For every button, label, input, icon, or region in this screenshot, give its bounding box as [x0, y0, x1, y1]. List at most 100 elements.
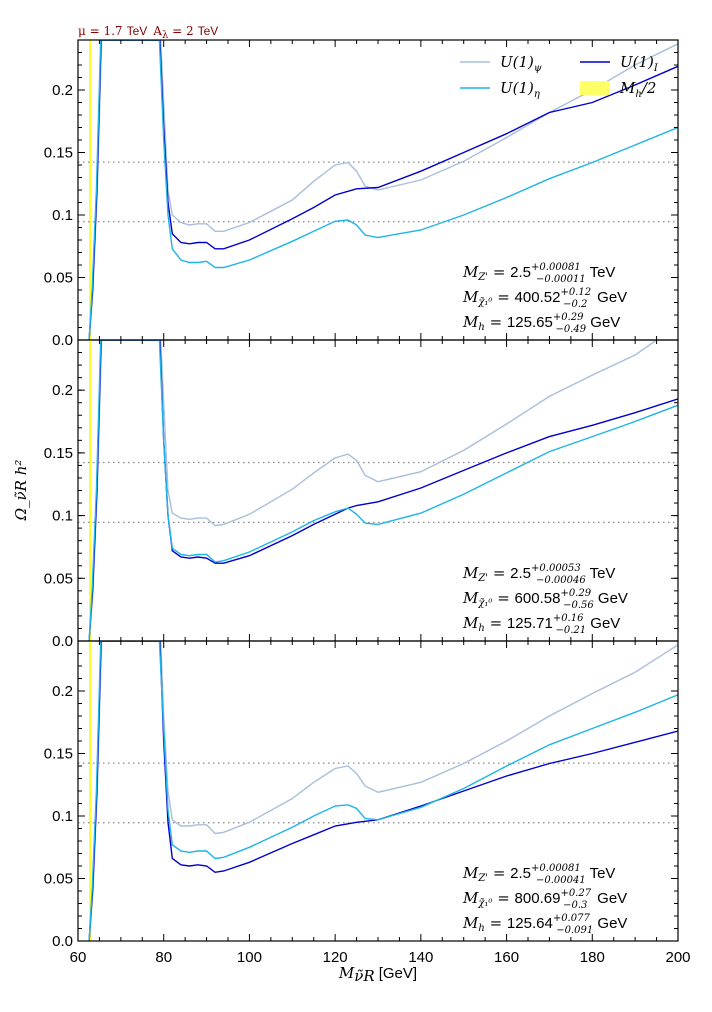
- ann-equals: =: [485, 313, 507, 331]
- parameter-note: μ = 1.7 TeV Aλ = 2 TeV: [78, 24, 218, 41]
- ann-value: 2.5: [510, 565, 531, 582]
- x-axis-subscript: ν̃R: [354, 967, 374, 985]
- ann-subscript: Z': [477, 272, 488, 283]
- ann-value: 800.69: [515, 890, 561, 907]
- series-line-u1η: [88, 40, 678, 340]
- ann-value: 125.64: [507, 915, 553, 932]
- ann-subscript: χ̃₁⁰: [477, 598, 492, 609]
- series-group: [88, 40, 678, 340]
- alambda-unit: TeV: [198, 24, 219, 38]
- ann-value: 600.58: [515, 590, 561, 607]
- ann-equals: =: [488, 263, 510, 281]
- mu-unit: TeV: [127, 24, 148, 38]
- annotation-2: Mχ̃₁⁰ = 400.52+0.12 −0.2 GeV: [462, 287, 627, 310]
- x-tick-label: 60: [70, 949, 87, 966]
- legend-label-main: U(1): [500, 79, 534, 97]
- y-axis-label: Ω_ν̃R h²: [12, 460, 30, 522]
- mu-label: μ = 1.7: [78, 24, 123, 38]
- ann-subscript: χ̃₁⁰: [477, 297, 492, 308]
- legend-label-sub: I: [653, 63, 659, 74]
- ann-unit: GeV: [586, 615, 620, 632]
- y-tick-label: 0.1: [52, 508, 73, 525]
- ann-lower-error: −0.00041: [536, 875, 586, 886]
- series-line-u1η: [88, 641, 678, 941]
- y-tick-label: 0.0: [52, 933, 73, 950]
- ann-upper-error: +0.00081: [531, 262, 581, 273]
- ann-symbol: M: [462, 288, 479, 306]
- ann-unit: GeV: [593, 890, 627, 907]
- higgs-half-mass-band: [89, 641, 91, 941]
- y-tick-label: 0.05: [44, 570, 73, 587]
- series-line-u1ψ: [88, 641, 678, 941]
- ann-lower-error: −0.00046: [536, 575, 586, 586]
- ann-equals: =: [492, 889, 514, 907]
- legend-label-main: M: [619, 79, 636, 97]
- ann-unit: GeV: [593, 915, 627, 932]
- alambda-label: A: [152, 24, 162, 38]
- series-group: [88, 340, 678, 641]
- ann-value: 125.65: [507, 314, 553, 331]
- annotation-1: MZ' = 2.5+0.00053 −0.00046 TeV: [462, 563, 615, 586]
- y-tick-label: 0.2: [52, 82, 73, 99]
- ann-subscript: h: [478, 322, 484, 333]
- ann-unit: TeV: [586, 865, 616, 882]
- ann-subscript: χ̃₁⁰: [477, 898, 492, 909]
- ann-lower-error: −0.56: [563, 600, 594, 611]
- legend-label-main: U(1): [500, 53, 534, 71]
- legend-label-sub: h: [635, 89, 641, 100]
- ann-value: 125.71: [507, 615, 553, 632]
- x-axis-label: Mν̃R [GeV]: [338, 964, 417, 985]
- ann-subscript: h: [478, 923, 484, 934]
- legend-band-swatch: [580, 81, 610, 95]
- ann-unit: TeV: [586, 565, 616, 582]
- x-tick-label: 100: [237, 949, 262, 966]
- x-tick-label: 80: [155, 949, 172, 966]
- ann-lower-error: −0.49: [555, 324, 586, 335]
- y-tick-label: 0.05: [44, 270, 73, 287]
- higgs-half-mass-band: [89, 40, 91, 340]
- ann-equals: =: [485, 614, 507, 632]
- series-line-u1ψ: [88, 40, 678, 340]
- ann-lower-error: −0.21: [555, 625, 586, 636]
- x-axis-unit: [GeV]: [379, 965, 417, 982]
- ann-equals: =: [492, 288, 514, 306]
- ann-unit: TeV: [586, 264, 616, 281]
- ann-value: 2.5: [510, 264, 531, 281]
- panel-3: 60 80 100 120 140 160 180 200 0.0 0.05 0.1 0.15 0.2 M…: [44, 640, 691, 966]
- y-tick-label: 0.1: [52, 808, 73, 825]
- ann-lower-error: −0.2: [563, 299, 587, 310]
- panels: 0.00.050.10.150.2MZ' = 2.5+0.00081 −0.000…: [44, 39, 691, 966]
- legend: U(1)ψ U(1)IU(1)η Mh/2: [460, 53, 659, 100]
- ann-subscript: h: [478, 623, 484, 634]
- ann-symbol: M: [462, 889, 479, 907]
- ann-upper-error: +0.27: [560, 888, 591, 899]
- legend-label: U(1)η: [500, 79, 540, 100]
- ann-equals: =: [485, 914, 507, 932]
- y-tick-label: 0.0: [52, 633, 73, 650]
- y-tick-label: 0.15: [44, 445, 73, 462]
- annotation-2: Mχ̃₁⁰ = 800.69+0.27 −0.3 GeV: [462, 888, 627, 911]
- ann-lower-error: −0.091: [556, 925, 593, 936]
- ann-symbol: M: [462, 263, 479, 281]
- alambda-sub: λ: [162, 30, 169, 41]
- legend-label: U(1)ψ: [500, 53, 542, 74]
- ann-equals: =: [492, 589, 514, 607]
- y-tick-label: 0.2: [52, 683, 73, 700]
- legend-label: U(1)I: [620, 53, 659, 74]
- series-group: [88, 641, 678, 941]
- annotation-1: MZ' = 2.5+0.00081 −0.00041 TeV: [462, 863, 615, 886]
- x-tick-label: 200: [665, 949, 690, 966]
- y-tick-label: 0.05: [44, 871, 73, 888]
- ann-equals: =: [488, 564, 510, 582]
- x-tick-label: 160: [494, 949, 519, 966]
- x-tick-label: 120: [323, 949, 348, 966]
- ann-unit: GeV: [593, 289, 627, 306]
- ann-upper-error: +0.29: [553, 312, 584, 323]
- ann-upper-error: +0.00053: [531, 563, 581, 574]
- ann-subscript: Z': [477, 873, 488, 884]
- annotation-1: MZ' = 2.5+0.00081 −0.00011 TeV: [462, 262, 615, 285]
- legend-label-sub: η: [534, 89, 540, 100]
- ann-lower-error: −0.00011: [536, 274, 586, 285]
- series-line-u1ψ: [88, 340, 658, 641]
